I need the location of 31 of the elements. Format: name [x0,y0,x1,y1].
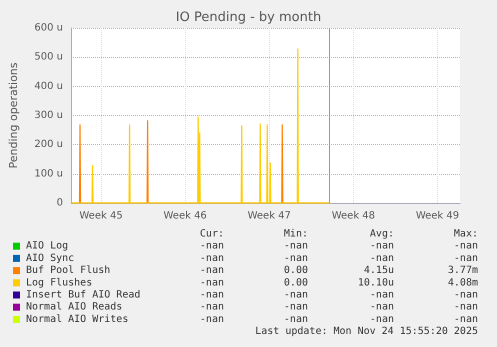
x-tick-label: Week 46 [163,210,207,222]
text: -nan -nan -nan -nan [200,240,478,252]
text: Last update: Mon Nov 24 15:55:20 2025 [255,326,478,338]
legend-label: Normal AIO Reads [26,302,122,313]
legend-label: AIO Log [26,240,68,252]
x-tick-label: Week 47 [248,210,291,222]
y-tick-label: 100 u [34,168,63,180]
text: -nan -nan -nan -nan [200,314,478,325]
text: -nan -nan -nan -nan [200,302,478,313]
text: Cur: Min: Avg: Max: [200,228,478,240]
y-tick-label: 600 u [34,22,63,34]
text: -nan -nan -nan -nan [200,252,478,264]
line-series [70,48,330,204]
chart-title: IO Pending - by month [176,10,322,25]
x-tick-label: Week 45 [79,210,123,222]
text: -nan 0.00 10.10u 4.08m [200,277,478,288]
y-tick-label: 500 u [34,52,63,63]
y-tick-label: 200 u [34,139,63,150]
x-tick-label: Week 49 [416,210,460,222]
legend-label: Insert Buf AIO Read [26,290,140,300]
legend-label: AIO Sync [26,252,74,264]
legend-label: Buf Pool Flush [26,265,110,276]
y-tick-label: 300 u [34,110,63,121]
y-axis-title: Pending operations [7,62,20,169]
text: -nan -nan -nan -nan [200,290,478,300]
text: -nan 0.00 4.15u 3.77m [200,265,478,276]
y-tick-label: 400 u [34,80,63,92]
y-tick-label: 0 [56,198,63,208]
x-tick-label: Week 48 [332,210,376,222]
legend-label: Log Flushes [26,277,92,288]
legend-label: Normal AIO Writes [26,314,128,325]
